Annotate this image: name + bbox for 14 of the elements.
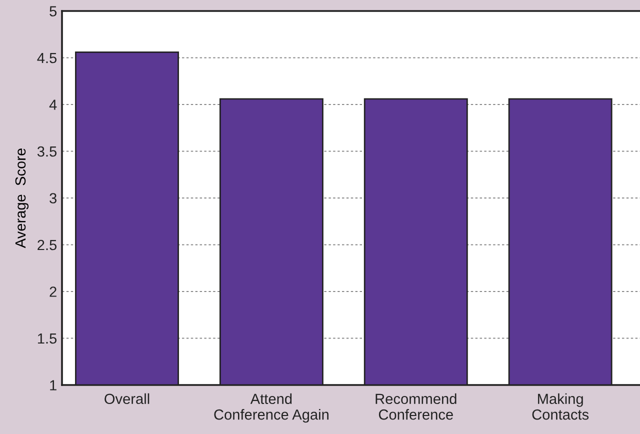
y-axis-title: Average Score bbox=[15, 148, 29, 248]
y-tick-label: 4.5 bbox=[37, 53, 57, 64]
x-tick-label: Recommend Conference bbox=[376, 393, 456, 420]
y-tick-label: 2.5 bbox=[38, 240, 57, 250]
y-tick-label: 1 bbox=[50, 380, 56, 390]
y-tick-label: 3.5 bbox=[37, 146, 57, 157]
x-tick-label: Attend Conference Again bbox=[214, 393, 328, 423]
y-tick-label: 5 bbox=[50, 6, 57, 16]
y-tick-label: 3 bbox=[50, 193, 56, 204]
x-tick-label: Making Contacts bbox=[532, 393, 589, 420]
y-tick-label: 2 bbox=[50, 286, 56, 297]
y-tick-label: 1.5 bbox=[38, 334, 57, 344]
y-tick-label: 4 bbox=[49, 100, 57, 110]
x-tick-label: Overall bbox=[104, 393, 150, 404]
